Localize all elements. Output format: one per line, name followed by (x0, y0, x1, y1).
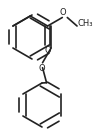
Text: O: O (38, 64, 45, 73)
Text: O: O (44, 46, 51, 55)
Text: CH₃: CH₃ (77, 19, 93, 28)
Text: O: O (60, 8, 67, 17)
